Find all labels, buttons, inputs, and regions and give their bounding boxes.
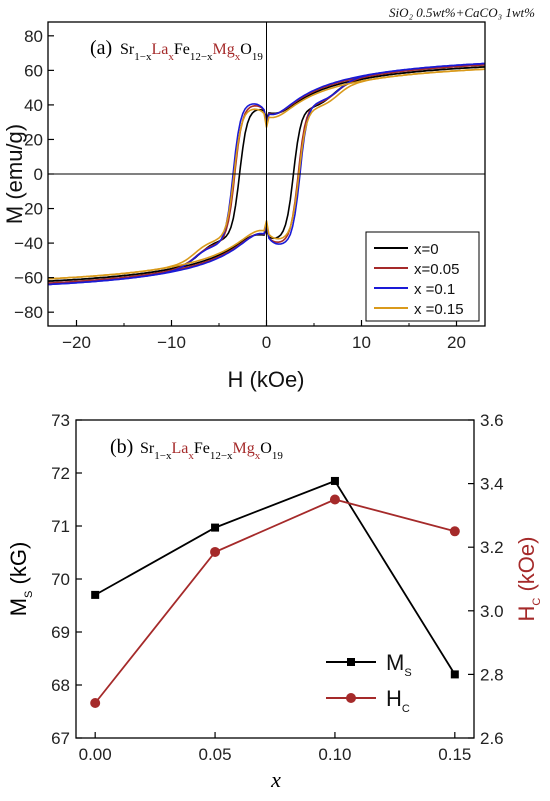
x-tick-label: −20 bbox=[62, 333, 91, 352]
data-point-hc bbox=[449, 526, 460, 537]
panel-a-x-label: H (kOe) bbox=[228, 367, 305, 392]
x-ticks: −20 −10 0 10 20 bbox=[62, 320, 466, 352]
data-point-hc bbox=[90, 698, 101, 709]
panel-b-left-y-label: MS (kG) bbox=[6, 542, 35, 617]
y-ticks: −80 −60 −40 −20 0 20 40 60 80 bbox=[14, 27, 54, 322]
right-y-ticks: 2.6 2.8 3.0 3.2 3.4 3.6 bbox=[468, 411, 504, 748]
panel-b-letter: (b) bbox=[110, 436, 133, 458]
series-line bbox=[94, 479, 456, 675]
y-tick-label: 60 bbox=[24, 61, 43, 80]
legend-box bbox=[365, 231, 480, 322]
legend-label: x =0.15 bbox=[414, 301, 464, 318]
x-tick-label: 0.00 bbox=[79, 745, 112, 764]
panel-a-formula: Sr1−xLaxFe12−xMgxO19 bbox=[120, 41, 263, 63]
right-y-tick-label: 3.0 bbox=[480, 602, 504, 621]
y-tick-label: −20 bbox=[14, 200, 43, 219]
data-point-hc bbox=[210, 546, 221, 557]
panel-b-frame bbox=[75, 419, 475, 739]
left-y-tick-label: 69 bbox=[51, 623, 70, 642]
data-point-hc bbox=[329, 494, 340, 505]
legend-label: x=0 bbox=[414, 241, 439, 258]
y-tick-label: 20 bbox=[24, 130, 43, 149]
y-tick-label: 80 bbox=[24, 27, 43, 46]
panel-a-letter: (a) bbox=[90, 37, 112, 59]
panel-b-x-label: x bbox=[270, 767, 281, 792]
left-y-tick-label: 67 bbox=[51, 729, 70, 748]
y-tick-label: 0 bbox=[34, 165, 43, 184]
panel-b-formula: Sr1−xLaxFe12−xMgxO19 bbox=[140, 440, 283, 462]
data-point-ms bbox=[450, 670, 459, 679]
y-tick-label: −40 bbox=[14, 234, 43, 253]
legend-label: MS bbox=[386, 650, 412, 679]
legend-label: x =0.1 bbox=[414, 281, 455, 298]
legend-label: x=0.05 bbox=[414, 261, 459, 278]
series-line bbox=[94, 498, 456, 704]
panel-a-y-label: M (emu/g) bbox=[2, 124, 27, 224]
x-tick-label: −10 bbox=[157, 333, 186, 352]
left-y-tick-label: 73 bbox=[51, 411, 70, 430]
left-y-ticks: 67 68 69 70 71 72 73 bbox=[51, 411, 82, 748]
zero-lines bbox=[48, 22, 485, 326]
panel-b-series bbox=[90, 476, 460, 709]
right-y-tick-label: 3.2 bbox=[480, 538, 504, 557]
right-y-tick-label: 3.4 bbox=[480, 475, 504, 494]
y-tick-label: −60 bbox=[14, 269, 43, 288]
panel-a: −20 −10 0 10 20 −80 −60 −40 −20 0 20 40 60 80 (a) Sr… bbox=[2, 5, 535, 392]
data-point-ms bbox=[211, 523, 220, 532]
condition-note: SiO₂ 0.5wt%+CaCO₃ 1wt% bbox=[389, 5, 535, 20]
right-y-tick-label: 3.6 bbox=[480, 411, 504, 430]
x-tick-label: 0.05 bbox=[199, 745, 232, 764]
x-tick-label: 0.15 bbox=[438, 745, 471, 764]
legend-marker bbox=[346, 693, 356, 703]
x-ticks: 0.00 0.05 0.10 0.15 bbox=[79, 732, 471, 764]
y-tick-label: −80 bbox=[14, 303, 43, 322]
right-y-tick-label: 2.6 bbox=[480, 729, 504, 748]
data-point-ms bbox=[330, 476, 339, 485]
panel-b-legend: MS HC bbox=[326, 650, 412, 715]
x-tick-label: 10 bbox=[352, 333, 371, 352]
panel-b: 0.00 0.05 0.10 0.15 67 68 69 70 71 72 73 2.6 2.8 3.… bbox=[6, 411, 543, 792]
left-y-tick-label: 70 bbox=[51, 570, 70, 589]
left-y-tick-label: 72 bbox=[51, 464, 70, 483]
legend-label: HC bbox=[386, 686, 410, 715]
left-y-tick-label: 68 bbox=[51, 676, 70, 695]
right-y-tick-label: 2.8 bbox=[480, 665, 504, 684]
panel-b-right-y-label: HC (kOe) bbox=[514, 537, 543, 622]
x-tick-label: 0.10 bbox=[318, 745, 351, 764]
y-tick-label: 40 bbox=[24, 96, 43, 115]
x-tick-label: 0 bbox=[262, 333, 271, 352]
panel-a-legend: x=0 x=0.05 x =0.1 x =0.15 bbox=[365, 231, 480, 322]
left-y-tick-label: 71 bbox=[51, 517, 70, 536]
legend-marker bbox=[347, 658, 355, 666]
x-tick-label: 20 bbox=[447, 333, 466, 352]
data-point-ms bbox=[91, 590, 100, 599]
